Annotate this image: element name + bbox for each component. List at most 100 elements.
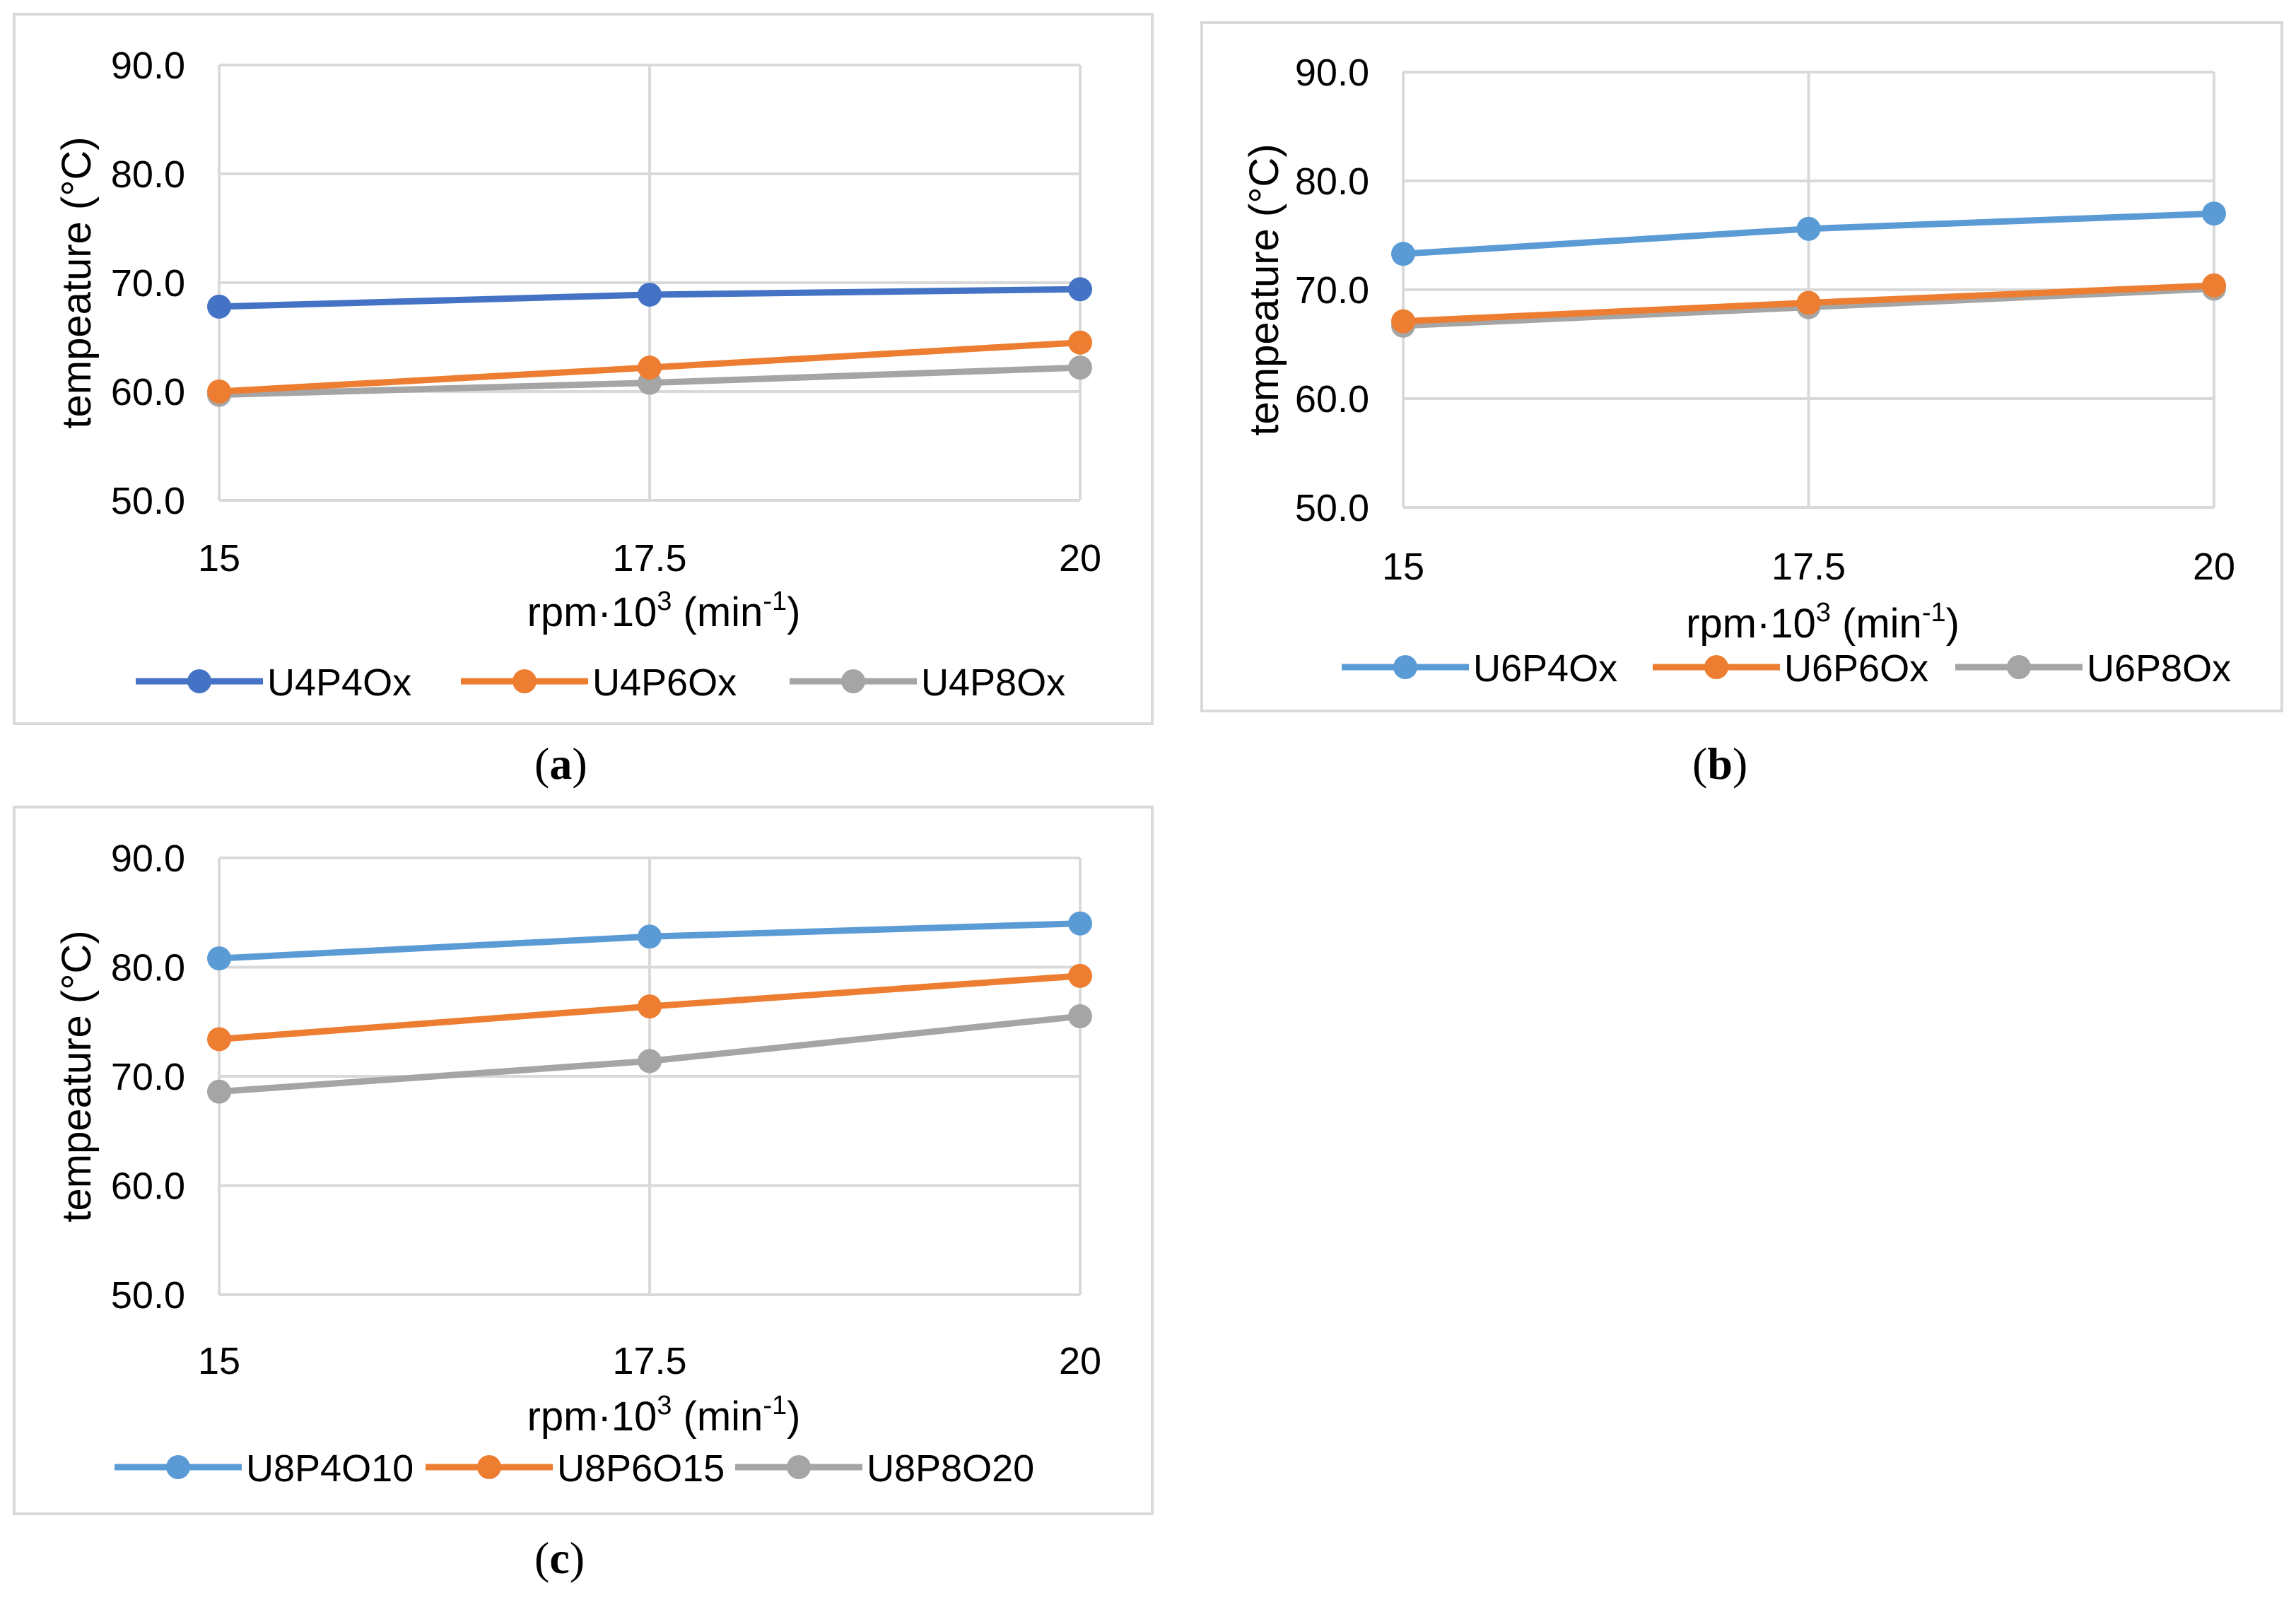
legend-label: U8P8O20	[867, 1447, 1034, 1490]
legend-swatch-marker	[2007, 655, 2031, 679]
y-tick-label: 60.0	[111, 1165, 185, 1208]
x-tick-label: 17.5	[612, 1340, 686, 1382]
y-axis-label: tempeature (°C)	[54, 930, 100, 1222]
data-point-U4P6Ox	[638, 355, 662, 380]
y-tick-label: 50.0	[111, 1274, 185, 1317]
data-point-U8P8O20	[207, 1079, 231, 1104]
caption-b: (b)	[1692, 739, 1748, 789]
legend-entry-U4P8Ox: U4P8Ox	[790, 661, 1065, 704]
y-tick-label: 80.0	[111, 153, 185, 196]
x-axis-label-part: )	[787, 1394, 800, 1440]
data-point-U4P8Ox	[1068, 355, 1092, 380]
legend-label: U8P4O10	[246, 1447, 414, 1490]
data-point-U4P4Ox	[1068, 277, 1092, 302]
x-axis-label-superscript: -1	[763, 1391, 787, 1420]
y-tick-label: 60.0	[1295, 378, 1369, 420]
data-point-U8P8O20	[1068, 1004, 1092, 1029]
y-tick-label: 70.0	[111, 262, 185, 305]
x-axis-label-superscript: 3	[657, 1391, 672, 1420]
x-tick-label: 15	[198, 1340, 240, 1382]
x-axis-label-part: (min	[672, 589, 763, 635]
legend-swatch-marker	[477, 1455, 501, 1479]
data-point-U6P4Ox	[2202, 201, 2226, 226]
y-tick-label: 90.0	[111, 45, 185, 87]
x-tick-label: 20	[1059, 537, 1101, 580]
chart-panel-a: 50.0 60.0 70.0 80.0 90.0 15 17.5 20 tempeature (…	[13, 13, 1154, 725]
data-point-U6P6Ox	[1391, 309, 1415, 334]
x-axis-label: rpm·103 (min-1)	[1686, 598, 1960, 647]
x-axis-label-superscript: 3	[1816, 598, 1831, 628]
legend-entry-U8P4O10: U8P4O10	[115, 1447, 414, 1490]
x-axis-label: rpm·103 (min-1)	[527, 587, 801, 635]
x-tick-label: 17.5	[1771, 546, 1846, 588]
legend-swatch-marker	[166, 1455, 190, 1479]
chart-panel-b: 50.0 60.0 70.0 80.0 90.0 15 17.5 20 tempeature (…	[1200, 21, 2283, 712]
caption-c: (c)	[534, 1533, 585, 1583]
x-axis-label-part: rpm·10	[527, 589, 657, 635]
y-tick-label: 50.0	[1295, 487, 1369, 529]
legend-label: U6P6Ox	[1784, 647, 1928, 690]
legend-label: U4P8Ox	[921, 661, 1065, 704]
x-tick-label: 17.5	[612, 537, 686, 580]
x-axis-label-part: )	[787, 589, 800, 635]
x-axis-label: rpm·103 (min-1)	[527, 1391, 801, 1440]
x-axis-label-superscript: -1	[1922, 598, 1946, 628]
legend-swatch-marker	[1704, 655, 1728, 679]
x-tick-label: 20	[1059, 1340, 1101, 1382]
legend-entry-U8P6O15: U8P6O15	[426, 1447, 725, 1490]
caption-a: (a)	[534, 739, 587, 789]
y-tick-label: 90.0	[1295, 52, 1369, 94]
data-point-U8P6O15	[207, 1027, 231, 1052]
legend-label: U6P8Ox	[2087, 647, 2231, 690]
y-tick-label: 70.0	[111, 1056, 185, 1098]
data-point-U4P4Ox	[207, 294, 231, 319]
legend-swatch-marker	[1393, 655, 1417, 679]
data-point-U8P4O10	[207, 946, 231, 971]
legend-swatch-marker	[187, 669, 211, 693]
caption-a-letter: a	[549, 739, 573, 789]
data-point-U6P4Ox	[1796, 216, 1821, 241]
caption-b-letter: b	[1707, 739, 1733, 789]
legend-entry-U6P4Ox: U6P4Ox	[1342, 647, 1617, 690]
chart-b-svg: 50.0 60.0 70.0 80.0 90.0 15 17.5 20 tempeature (…	[1241, 52, 2235, 690]
chart-a-svg: 50.0 60.0 70.0 80.0 90.0 15 17.5 20 tempeature (…	[54, 45, 1101, 704]
data-point-U8P6O15	[1068, 963, 1092, 988]
x-axis-label-superscript: -1	[763, 587, 787, 616]
legend-entry-U4P6Ox: U4P6Ox	[461, 661, 737, 704]
data-point-U8P6O15	[638, 994, 662, 1019]
x-axis-label-part: rpm·10	[527, 1394, 657, 1440]
data-point-U6P6Ox	[1796, 290, 1821, 315]
y-axis-label: tempeature (°C)	[1241, 143, 1287, 435]
data-point-U8P4O10	[638, 924, 662, 949]
x-tick-label: 15	[198, 537, 240, 580]
y-tick-label: 90.0	[111, 837, 185, 880]
data-point-U4P6Ox	[207, 380, 231, 404]
x-tick-label: 20	[2193, 546, 2235, 588]
legend-label: U6P4Ox	[1473, 647, 1617, 690]
x-axis-label-part: (min	[672, 1394, 763, 1440]
x-axis-label-part: rpm·10	[1686, 601, 1816, 647]
y-tick-label: 80.0	[1295, 160, 1369, 203]
y-axis-label: tempeature (°C)	[54, 136, 100, 428]
y-tick-label: 70.0	[1295, 269, 1369, 312]
chart-c-svg: 50.0 60.0 70.0 80.0 90.0 15 17.5 20 tempeature (…	[54, 837, 1101, 1490]
legend-swatch-marker	[787, 1455, 811, 1479]
data-point-U4P6Ox	[1068, 330, 1092, 355]
chart-panel-c: 50.0 60.0 70.0 80.0 90.0 15 17.5 20 tempeature (…	[13, 806, 1154, 1515]
x-axis-label-part: (min	[1831, 601, 1922, 647]
legend-label: U4P6Ox	[592, 661, 737, 704]
caption-c-letter: c	[549, 1533, 570, 1583]
x-axis-label-part: )	[1946, 601, 1960, 647]
y-tick-label: 50.0	[111, 480, 185, 522]
y-tick-label: 60.0	[111, 371, 185, 413]
x-tick-label: 15	[1382, 546, 1424, 588]
x-axis-label-superscript: 3	[657, 587, 672, 616]
y-tick-label: 80.0	[111, 947, 185, 989]
legend-swatch-marker	[841, 669, 865, 693]
data-point-U6P4Ox	[1391, 242, 1415, 266]
legend-label: U4P4Ox	[267, 661, 411, 704]
data-point-U8P8O20	[638, 1049, 662, 1073]
legend-swatch-marker	[512, 669, 537, 693]
data-point-U6P6Ox	[2202, 273, 2226, 298]
legend-entry-U8P8O20: U8P8O20	[735, 1447, 1034, 1490]
